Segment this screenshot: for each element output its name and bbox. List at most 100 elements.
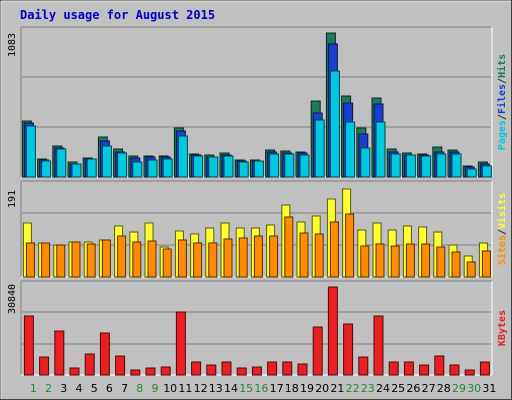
bar-visits-sites-day-2: [41, 242, 51, 278]
bar-kbytes-kbytes-day-30: [464, 369, 475, 376]
bar-visits-sites-day-3: [56, 244, 66, 278]
bar-kbytes-kbytes-day-25: [388, 361, 399, 376]
bar-visits-sites-day-9: [147, 240, 157, 278]
bar-visits-sites-day-18: [284, 216, 294, 278]
bar-hits-pages-day-31: [481, 165, 492, 178]
x-tick-label-day-7: 7: [121, 382, 128, 395]
bar-hits-pages-day-11: [177, 135, 188, 178]
bar-kbytes-kbytes-day-26: [403, 361, 414, 376]
bar-hits-pages-day-1: [25, 125, 36, 178]
bar-hits-pages-day-24: [375, 121, 386, 178]
x-tick-label-day-3: 3: [60, 382, 67, 395]
bar-hits-pages-day-7: [117, 152, 128, 178]
bar-kbytes-kbytes-day-16: [251, 366, 262, 376]
bar-kbytes-kbytes-day-19: [297, 363, 308, 376]
x-tick-label-day-9: 9: [152, 382, 159, 395]
legend-entry-pages: Pages: [497, 120, 508, 150]
bar-visits-sites-day-13: [208, 242, 218, 278]
x-tick-label-day-13: 13: [209, 382, 223, 395]
bar-hits-pages-day-14: [223, 155, 234, 178]
bar-hits-pages-day-18: [284, 153, 295, 178]
bar-kbytes-kbytes-day-2: [39, 356, 50, 376]
bar-kbytes-kbytes-day-13: [206, 364, 217, 376]
bar-kbytes-kbytes-day-28: [434, 355, 445, 376]
bar-kbytes-kbytes-day-10: [160, 366, 171, 376]
bar-kbytes-kbytes-day-8: [130, 369, 141, 376]
x-tick-label-day-11: 11: [178, 382, 192, 395]
x-tick-label-day-1: 1: [30, 382, 37, 395]
bar-kbytes-kbytes-day-17: [267, 361, 278, 376]
bar-kbytes-kbytes-day-11: [175, 311, 186, 376]
x-tick-label-day-21: 21: [330, 382, 344, 395]
bar-visits-sites-day-11: [177, 239, 187, 278]
legend-entry-separator: /: [497, 114, 508, 120]
bar-kbytes-kbytes-day-9: [145, 367, 156, 376]
bar-visits-sites-day-7: [117, 235, 127, 278]
bar-visits-sites-day-15: [238, 237, 248, 278]
bar-hits-pages-day-19: [299, 154, 310, 178]
x-tick-label-day-27: 27: [422, 382, 436, 395]
bar-hits-pages-day-27: [421, 155, 432, 178]
x-tick-label-day-20: 20: [315, 382, 329, 395]
bar-hits-pages-day-30: [466, 168, 477, 178]
bar-kbytes-kbytes-day-18: [282, 361, 293, 376]
bar-kbytes-kbytes-day-20: [312, 326, 323, 376]
bar-hits-pages-day-13: [208, 156, 219, 178]
bar-visits-sites-day-6: [101, 239, 111, 278]
x-tick-label-day-22: 22: [346, 382, 360, 395]
x-tick-label-day-28: 28: [437, 382, 451, 395]
panel-kbytes-area: [21, 281, 492, 375]
bar-hits-pages-day-12: [193, 155, 204, 178]
bar-visits-sites-day-14: [223, 238, 233, 278]
bar-visits-sites-day-24: [375, 243, 385, 278]
bar-hits-pages-day-20: [314, 119, 325, 178]
x-tick-label-day-18: 18: [285, 382, 299, 395]
bar-kbytes-kbytes-day-24: [373, 315, 384, 376]
bar-visits-sites-day-22: [345, 213, 355, 278]
bar-kbytes-kbytes-day-6: [99, 332, 110, 376]
bar-kbytes-kbytes-day-1: [23, 315, 34, 376]
panel-kbytes: 30840 KBytes: [7, 280, 508, 376]
x-tick-label-day-6: 6: [106, 382, 113, 395]
bar-hits-pages-day-8: [132, 161, 143, 178]
legend-entry-separator: /: [497, 229, 508, 235]
bar-visits-sites-day-17: [269, 235, 279, 278]
bar-visits-sites-day-4: [71, 241, 81, 278]
bar-kbytes-kbytes-day-15: [236, 367, 247, 376]
bar-kbytes-kbytes-day-29: [449, 364, 460, 376]
panel-kbytes-legend: KBytes: [497, 310, 508, 346]
x-tick-label-day-29: 29: [452, 382, 466, 395]
bar-visits-sites-day-21: [329, 221, 339, 278]
panel-visits-max-label: 191: [7, 190, 18, 208]
panel-visits-legend: Sites/Visits: [496, 193, 508, 265]
legend-entry-separator: /: [497, 78, 508, 84]
panel-visits: 191 Sites/Visits: [7, 180, 508, 278]
bar-visits-sites-day-23: [360, 245, 370, 278]
bar-hits-pages-day-26: [405, 154, 416, 178]
bar-visits-sites-day-20: [314, 233, 324, 278]
bar-kbytes-kbytes-day-23: [358, 356, 369, 376]
bar-kbytes-kbytes-day-7: [115, 355, 126, 376]
x-tick-label-day-5: 5: [91, 382, 98, 395]
bar-hits-pages-day-9: [147, 159, 158, 178]
bar-kbytes-kbytes-day-22: [343, 323, 354, 376]
x-tick-label-day-30: 30: [467, 382, 481, 395]
bar-hits-pages-day-4: [71, 163, 82, 178]
x-tick-label-day-25: 25: [391, 382, 405, 395]
bar-hits-pages-day-28: [436, 153, 447, 178]
bar-kbytes-kbytes-day-14: [221, 361, 232, 376]
x-tick-label-day-26: 26: [406, 382, 420, 395]
bar-visits-sites-day-10: [162, 248, 172, 278]
bar-hits-pages-day-6: [101, 145, 112, 178]
bar-visits-sites-day-31: [481, 250, 491, 278]
panel-kbytes-max-label: 30840: [7, 284, 18, 314]
bar-kbytes-kbytes-day-3: [54, 330, 65, 376]
bar-kbytes-kbytes-day-5: [84, 353, 95, 376]
bar-visits-sites-day-5: [86, 243, 96, 278]
x-tick-label-day-24: 24: [376, 382, 390, 395]
bar-hits-pages-day-29: [451, 153, 462, 178]
bar-hits-pages-day-10: [162, 158, 173, 178]
x-tick-label-day-15: 15: [239, 382, 253, 395]
